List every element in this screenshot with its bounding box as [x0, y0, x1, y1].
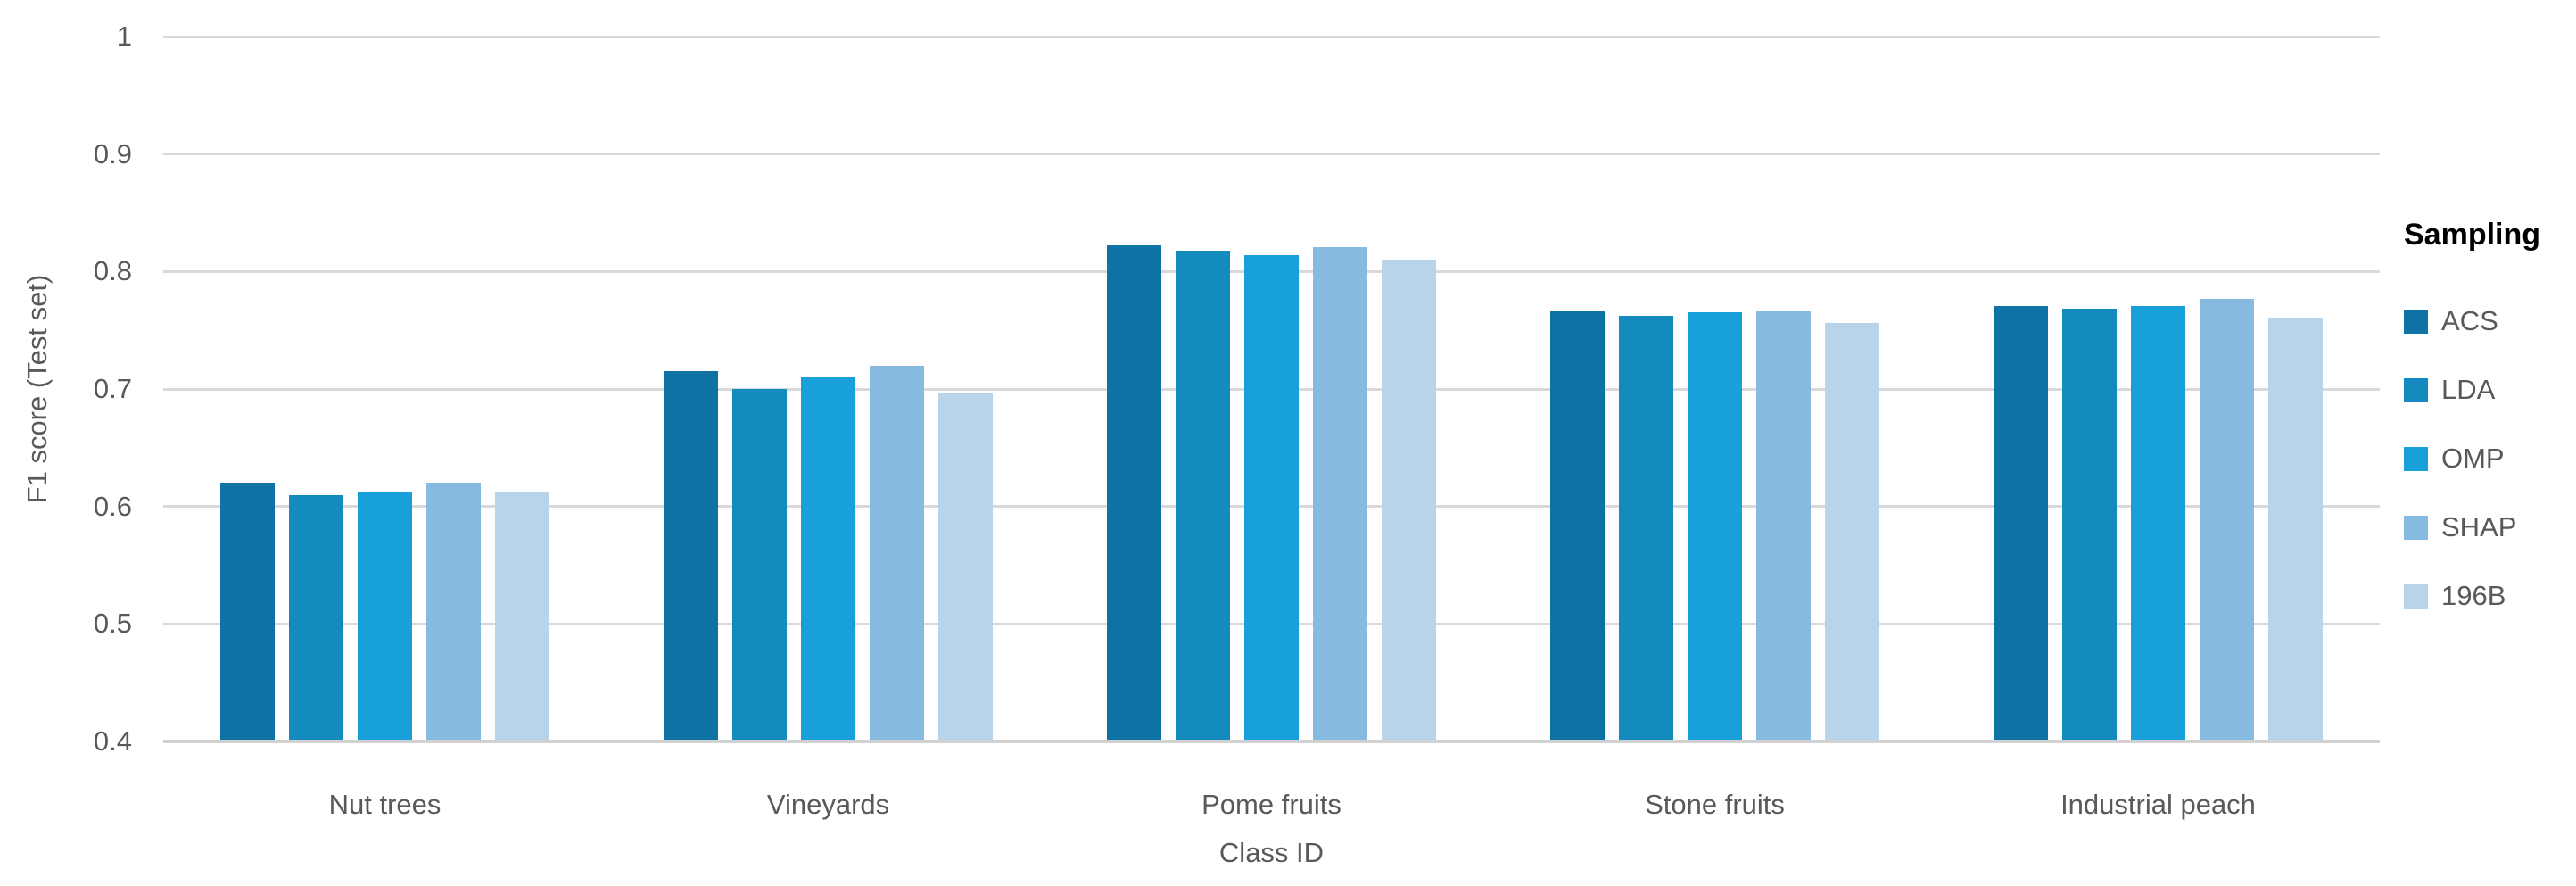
legend-item-omp: OMP [2404, 443, 2575, 474]
bar-omp-nut-trees [358, 491, 412, 741]
y-tick-label-0.7: 0.7 [93, 373, 132, 404]
bar-shap-pome-fruits [1313, 246, 1367, 741]
bar-acs-nut-trees [220, 483, 275, 741]
bar-196b-pome-fruits [1382, 260, 1436, 741]
bar-omp-vineyards [801, 376, 855, 741]
bar-acs-pome-fruits [1107, 245, 1161, 741]
y-axis-tick-labels: 1 0.9 0.8 0.7 0.6 0.5 0.4 [0, 0, 132, 886]
bar-shap-stone-fruits [1756, 310, 1811, 741]
bar-shap-industrial-peach [2200, 298, 2254, 741]
bar-group-stone-fruits [1493, 37, 1936, 741]
legend-label: ACS [2441, 305, 2498, 336]
bar-groups [163, 37, 2380, 741]
y-tick-label-1: 1 [116, 21, 132, 52]
bar-acs-vineyards [664, 371, 718, 741]
y-tick-label-0.5: 0.5 [93, 608, 132, 640]
x-axis-title: Class ID [1218, 837, 1325, 868]
x-category-label-stone-fruits: Stone fruits [1645, 789, 1785, 820]
legend-swatch-icon [2404, 515, 2428, 540]
legend-swatch-icon [2404, 377, 2428, 402]
x-category-label-nut-trees: Nut trees [328, 789, 442, 820]
legend-items: ACS LDA OMP SHAP 196B [2404, 305, 2575, 611]
bar-group-pome-fruits [1050, 37, 1493, 741]
gridline-1 [163, 35, 2380, 38]
bar-omp-stone-fruits [1688, 312, 1742, 741]
legend: Sampling ACS LDA OMP SHAP 196B [2404, 217, 2575, 611]
x-axis-line [163, 740, 2380, 743]
bar-lda-industrial-peach [2062, 309, 2117, 741]
bar-group-industrial-peach [1936, 37, 2380, 741]
bar-lda-nut-trees [289, 494, 343, 741]
legend-swatch-icon [2404, 446, 2428, 471]
bar-omp-industrial-peach [2131, 305, 2185, 741]
bar-group-vineyards [607, 37, 1050, 741]
bar-196b-industrial-peach [2268, 317, 2323, 741]
bar-shap-vineyards [870, 365, 924, 741]
bar-196b-nut-trees [495, 491, 549, 741]
plot-area [163, 35, 2380, 743]
bar-196b-stone-fruits [1825, 323, 1879, 741]
legend-label: OMP [2441, 443, 2505, 474]
bar-group-nut-trees [163, 37, 607, 741]
legend-label: SHAP [2441, 511, 2517, 542]
gridline-0.9 [163, 153, 2380, 156]
bar-acs-stone-fruits [1550, 311, 1605, 741]
bar-lda-pome-fruits [1176, 250, 1230, 741]
legend-label: 196B [2441, 580, 2506, 611]
bar-lda-stone-fruits [1619, 316, 1673, 741]
bar-196b-vineyards [938, 393, 993, 741]
legend-item-shap: SHAP [2404, 511, 2575, 542]
x-category-label-vineyards: Vineyards [766, 789, 890, 820]
x-category-label-industrial-peach: Industrial peach [2060, 789, 2256, 820]
x-axis-category-labels: Nut trees Vineyards Pome fruits Stone fruit… [163, 789, 2380, 821]
bar-omp-pome-fruits [1244, 254, 1299, 741]
bar-lda-vineyards [732, 389, 787, 741]
y-tick-label-0.4: 0.4 [93, 725, 132, 757]
legend-swatch-icon [2404, 584, 2428, 609]
bar-shap-nut-trees [426, 483, 481, 741]
x-category-label-pome-fruits: Pome fruits [1201, 789, 1342, 820]
legend-swatch-icon [2404, 309, 2428, 334]
legend-item-196b: 196B [2404, 580, 2575, 611]
y-tick-label-0.8: 0.8 [93, 255, 132, 287]
bar-acs-industrial-peach [1994, 305, 2048, 741]
legend-title: Sampling [2404, 218, 2541, 252]
legend-item-lda: LDA [2404, 374, 2575, 405]
legend-item-acs: ACS [2404, 305, 2575, 336]
y-tick-label-0.6: 0.6 [93, 490, 132, 522]
legend-label: LDA [2441, 374, 2496, 405]
y-tick-label-0.9: 0.9 [93, 137, 132, 170]
